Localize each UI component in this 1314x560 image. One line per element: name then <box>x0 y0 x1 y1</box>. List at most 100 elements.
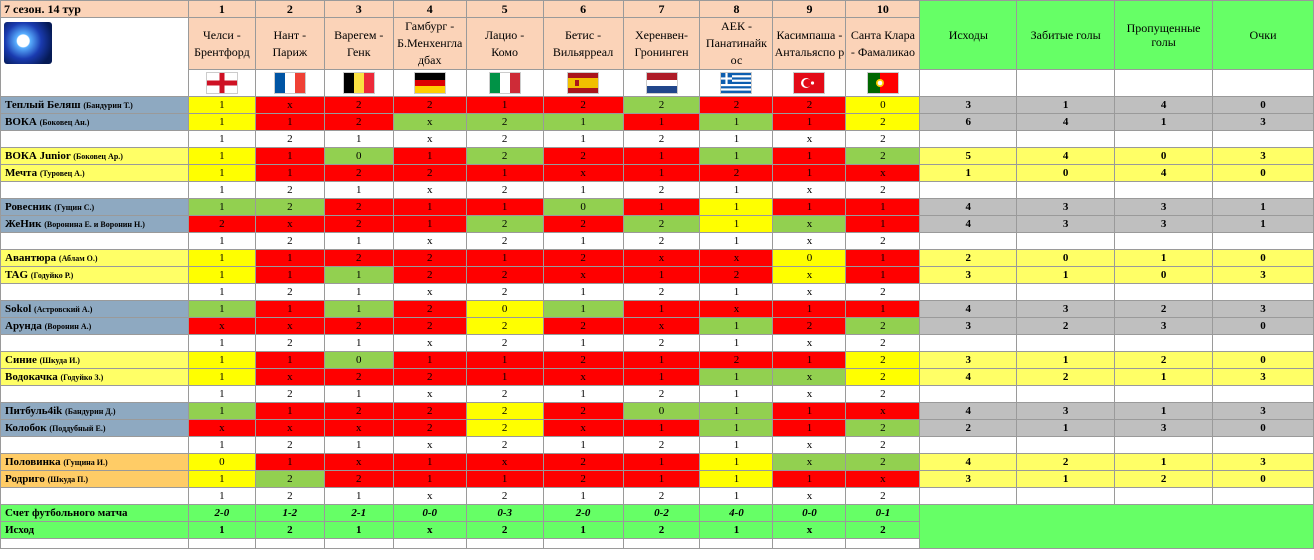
match-outcome: 2 <box>845 521 921 539</box>
pick-cell: 2 <box>542 215 624 233</box>
outcome-reference: 2 <box>254 130 325 148</box>
player-row: TAG (Годуйко Р.) 1 1 1 2 2 x 1 2 x 1 3 1 0 3 <box>0 266 1314 284</box>
outcome-reference: x <box>392 130 467 148</box>
empty-cell <box>622 538 701 549</box>
pick-cell: 2 <box>254 470 325 488</box>
pick-cell: 1 <box>465 198 544 216</box>
outcome-reference: 1 <box>699 181 774 199</box>
outcome-reference: 2 <box>465 130 544 148</box>
player-name-cell: Половинка (Гущина И.) <box>0 453 189 471</box>
pick-cell: x <box>845 164 921 182</box>
pick-cell: 2 <box>323 113 394 131</box>
netherlands-flag-icon <box>645 72 678 94</box>
player-name-cell: Ровесник (Гущин С.) <box>0 198 189 216</box>
stat-value: 0 <box>1016 164 1116 182</box>
pick-cell: 0 <box>622 402 701 420</box>
stat-header: Исходы <box>919 0 1018 70</box>
pick-cell: 2 <box>699 351 774 369</box>
outcome-reference: 2 <box>622 232 701 250</box>
stat-value: 4 <box>919 300 1018 318</box>
outcome-reference: 1 <box>699 487 774 505</box>
pick-cell: 1 <box>465 470 544 488</box>
pick-cell: x <box>542 368 624 386</box>
outcome-reference: 1 <box>323 334 394 352</box>
player-row: Sokol (Астровский А.) 1 1 1 2 0 1 1 x 1 1 4 3 2 3 <box>0 300 1314 318</box>
outcome-reference: 2 <box>845 181 921 199</box>
player-row: Авантюра (Аблам О.) 1 1 2 2 1 2 x x 0 1 2 0 1 0 <box>0 249 1314 267</box>
player-owner: (Астровский А.) <box>34 304 93 314</box>
match-name: Касимпаша - Антальяспо р <box>772 17 847 70</box>
match-away: - Фамаликао <box>850 44 915 59</box>
outcome-reference: 1 <box>699 130 774 148</box>
empty-cell <box>1212 385 1314 403</box>
match-number: 2 <box>254 0 325 18</box>
stat-value: 3 <box>919 351 1018 369</box>
outcome-reference: x <box>772 232 847 250</box>
player-name: TAG <box>5 268 29 281</box>
pick-cell: 1 <box>772 470 847 488</box>
pick-cell: 2 <box>323 164 394 182</box>
pick-cell: 2 <box>323 402 394 420</box>
player-name-cell: Синие (Шкуда И.) <box>0 351 189 369</box>
pick-cell: 2 <box>622 96 701 114</box>
pick-cell: 1 <box>699 368 774 386</box>
pick-cell: 1 <box>187 147 256 165</box>
stat-value: 1 <box>1114 249 1214 267</box>
player-name-cell: Теплый Беляш (Бандурин Т.) <box>0 96 189 114</box>
pick-cell: 0 <box>323 351 394 369</box>
pick-cell: 1 <box>622 198 701 216</box>
empty-cell <box>323 538 394 549</box>
empty-cell <box>919 232 1018 250</box>
pick-cell: 2 <box>465 215 544 233</box>
empty-cell <box>919 385 1018 403</box>
pick-cell: x <box>699 249 774 267</box>
outcome-reference: 2 <box>465 232 544 250</box>
pick-cell: 2 <box>465 402 544 420</box>
empty-cell <box>919 181 1018 199</box>
pick-cell: 0 <box>187 453 256 471</box>
bottom-spacer-row <box>0 538 1314 549</box>
pick-cell: x <box>845 470 921 488</box>
outcome-reference: x <box>772 181 847 199</box>
pick-cell: x <box>323 419 394 437</box>
stat-value: 0 <box>1212 419 1314 437</box>
empty-cell <box>1016 385 1116 403</box>
player-row: Водокачка (Годуйко З.) 1 x 2 2 1 x 1 1 x 2 4 2 1 3 <box>0 368 1314 386</box>
pick-cell: 2 <box>392 317 467 335</box>
empty-cell <box>0 436 189 454</box>
player-owner: (Аблам О.) <box>58 253 98 263</box>
pick-cell: x <box>254 317 325 335</box>
pick-cell: 1 <box>254 147 325 165</box>
pick-cell: 1 <box>465 164 544 182</box>
match-home: Бетис - <box>564 27 602 42</box>
pick-cell: 2 <box>542 147 624 165</box>
footer-summary-cell <box>919 504 1314 549</box>
outcome-reference: 1 <box>187 385 256 403</box>
empty-cell <box>1114 232 1214 250</box>
stat-value: 3 <box>1016 402 1116 420</box>
empty-cell <box>919 487 1018 505</box>
pick-cell: x <box>323 453 394 471</box>
pick-cell: x <box>392 113 467 131</box>
pick-cell: x <box>622 317 701 335</box>
pick-cell: 1 <box>542 113 624 131</box>
empty-cell <box>465 538 544 549</box>
belgium-flag-icon <box>342 72 375 94</box>
player-name-cell: Водокачка (Годуйко З.) <box>0 368 189 386</box>
outcome-reference: 1 <box>323 232 394 250</box>
header-flag-row <box>1 69 1314 97</box>
outcome-reference: 1 <box>699 334 774 352</box>
pick-cell: 1 <box>622 419 701 437</box>
match-score: 0-0 <box>392 504 467 522</box>
stat-value: 1 <box>1016 419 1116 437</box>
football-logo-icon <box>4 22 52 64</box>
pick-cell: 2 <box>465 113 544 131</box>
match-home: Касимпаша - <box>776 27 843 42</box>
match-score: 0-1 <box>845 504 921 522</box>
player-row: ВОКА Junior (Боковец Ар.) 1 1 0 1 2 2 1 1 1 2 5 4 0 3 <box>0 147 1314 165</box>
player-name-cell: Питбуль4ik (Бандурин Д.) <box>0 402 189 420</box>
match-outcome: x <box>772 521 847 539</box>
pick-cell: 2 <box>323 215 394 233</box>
logo-cell <box>0 17 189 97</box>
